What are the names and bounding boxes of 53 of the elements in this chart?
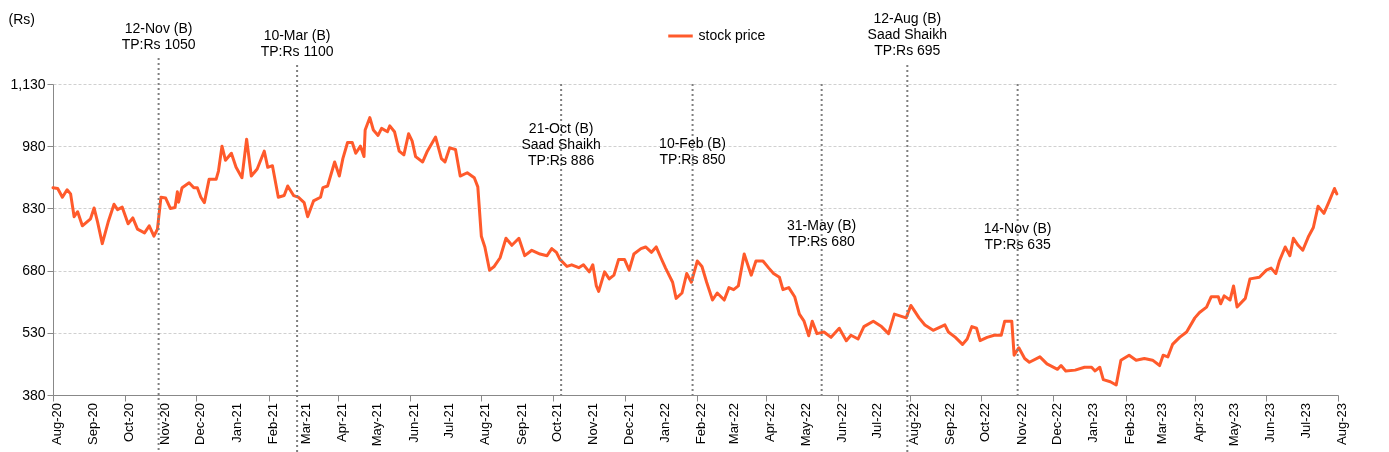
ref-line-label: 31-May (B) TP:Rs 680 bbox=[787, 217, 857, 249]
x-tick-label: Jul-23 bbox=[1297, 403, 1313, 439]
x-tick-label: Aug-23 bbox=[1334, 403, 1349, 445]
x-tick-label: Jun-23 bbox=[1262, 403, 1278, 443]
x-tick-label: Oct-22 bbox=[977, 403, 993, 443]
x-tick-label: Nov-22 bbox=[1013, 403, 1029, 445]
x-tick-label: May-23 bbox=[1226, 403, 1242, 447]
x-tick-label: Nov-20 bbox=[156, 403, 172, 445]
x-tick-label: Jun-21 bbox=[405, 403, 421, 443]
x-tick-label: Oct-21 bbox=[548, 403, 564, 443]
x-tick-label: Dec-20 bbox=[192, 403, 208, 445]
x-tick-label: Sep-21 bbox=[513, 403, 529, 445]
x-tick-label: Sep-20 bbox=[85, 403, 101, 445]
y-axis-title: (Rs) bbox=[8, 10, 35, 27]
x-tick-label: Apr-22 bbox=[762, 403, 778, 443]
x-tick-label: Feb-22 bbox=[693, 403, 709, 445]
x-tick-label: Feb-21 bbox=[264, 403, 280, 445]
x-tick-label: Aug-21 bbox=[477, 403, 493, 445]
x-tick-label: Sep-22 bbox=[942, 403, 958, 445]
x-tick-label: Mar-23 bbox=[1154, 403, 1170, 445]
ref-line-label: 10-Feb (B) TP:Rs 850 bbox=[659, 135, 727, 167]
y-tick-label: 380 bbox=[22, 386, 46, 403]
x-tick-label: Feb-23 bbox=[1121, 403, 1137, 445]
line-series bbox=[51, 116, 1339, 387]
x-tick-label: Jan-21 bbox=[228, 403, 244, 443]
y-tick-label: 530 bbox=[22, 324, 46, 341]
x-tick-label: Dec-21 bbox=[620, 403, 636, 445]
x-tick-label: May-21 bbox=[369, 403, 385, 447]
x-tick-label: Aug-20 bbox=[49, 403, 64, 445]
x-tick-label: Mar-22 bbox=[726, 403, 742, 445]
ref-line-label: 10-Mar (B) TP:Rs 1100 bbox=[260, 27, 334, 59]
y-tick-label: 1,130 bbox=[10, 75, 46, 92]
y-tick-label: 980 bbox=[22, 137, 46, 154]
x-tick-label: Dec-22 bbox=[1048, 403, 1064, 445]
x-tick-label: Oct-20 bbox=[120, 403, 136, 443]
ref-line-label: 21-Oct (B) Saad Shaikh TP:Rs 886 bbox=[521, 120, 601, 168]
x-tick-label: Jul-21 bbox=[440, 403, 456, 439]
x-tick-label: Jun-22 bbox=[834, 403, 850, 443]
legend-label: stock price bbox=[698, 27, 766, 43]
ref-line-label: 12-Nov (B) TP:Rs 1050 bbox=[121, 20, 196, 52]
x-tick-label: Jul-22 bbox=[869, 403, 885, 439]
y-tick-label: 680 bbox=[22, 262, 46, 279]
ref-line-label: 14-Nov (B) TP:Rs 635 bbox=[983, 220, 1052, 252]
x-tick-label: Mar-21 bbox=[297, 403, 313, 445]
x-tick-label: Aug-22 bbox=[905, 403, 921, 445]
x-tick-label: Jan-23 bbox=[1085, 403, 1101, 443]
x-tick-label: Apr-23 bbox=[1190, 403, 1206, 443]
y-tick-label: 830 bbox=[22, 199, 46, 216]
x-tick-label: Jan-22 bbox=[656, 403, 672, 443]
x-tick-label: Apr-21 bbox=[334, 403, 350, 443]
ref-line-label: 12-Aug (B) Saad Shaikh TP:Rs 695 bbox=[867, 10, 948, 58]
x-tick-label: Nov-21 bbox=[585, 403, 601, 445]
x-tick-label: May-22 bbox=[797, 403, 813, 447]
